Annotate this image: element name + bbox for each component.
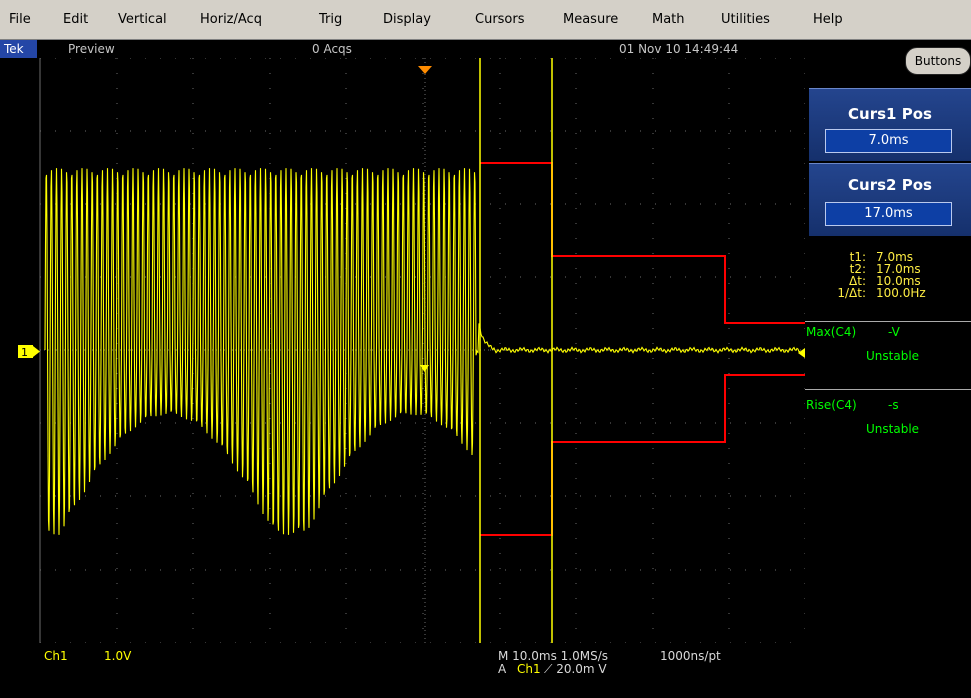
menu-vertical[interactable]: Vertical: [118, 12, 167, 27]
t1-label: t1:: [849, 250, 866, 264]
trigger-level-icon: [420, 365, 429, 372]
menu-bar: File Edit Vertical Horiz/Acq Trig Displa…: [0, 0, 971, 40]
measure-divider-2: [805, 389, 971, 390]
menu-measure[interactable]: Measure: [563, 12, 619, 27]
curs1-pos-field[interactable]: 7.0ms: [825, 129, 952, 153]
menu-help[interactable]: Help: [813, 12, 843, 27]
curs2-title: Curs2 Pos: [848, 176, 932, 194]
bottom-readout-bar: Ch1 1.0V M 10.0ms 1.0MS/s 1000ns/pt A Ch…: [0, 643, 971, 698]
meas2-label[interactable]: Rise(C4): [806, 398, 857, 412]
menu-file[interactable]: File: [9, 12, 31, 27]
meas1-status: Unstable: [866, 349, 920, 363]
trigger-level[interactable]: ⟋ 20.0m V: [544, 662, 607, 676]
delta-t-value: 10.0ms: [876, 274, 921, 288]
datetime: 01 Nov 10 14:49:44: [619, 42, 739, 56]
curs2-pos-field[interactable]: 17.0ms: [825, 202, 952, 226]
meas2-status: Unstable: [866, 422, 920, 436]
mode-label: Preview: [68, 42, 115, 56]
svg-text:1: 1: [21, 346, 28, 359]
right-edge-arrow-icon: [798, 348, 805, 358]
meas1-label[interactable]: Max(C4): [806, 325, 857, 339]
curs2-pos-panel: Curs2 Pos 17.0ms: [809, 163, 971, 236]
upper-limit-line: [480, 162, 805, 324]
tek-logo: Tek: [0, 40, 37, 58]
meas1-value: -V: [888, 325, 900, 339]
curs1-title: Curs1 Pos: [848, 105, 932, 123]
menu-utilities[interactable]: Utilities: [721, 12, 770, 27]
menu-math[interactable]: Math: [652, 12, 685, 27]
ch1-label[interactable]: Ch1: [44, 649, 68, 663]
menu-display[interactable]: Display: [383, 12, 431, 27]
lower-limit-line: [480, 374, 805, 536]
status-bar: Preview 0 Acqs 01 Nov 10 14:49:44: [0, 40, 971, 58]
menu-horiz-acq[interactable]: Horiz/Acq: [200, 12, 262, 27]
menu-trig[interactable]: Trig: [319, 12, 343, 27]
curs1-pos-panel: Curs1 Pos 7.0ms: [809, 88, 971, 161]
acq-count: 0 Acqs: [312, 42, 352, 56]
menu-edit[interactable]: Edit: [63, 12, 89, 27]
trigger-prefix: A: [498, 662, 507, 676]
waveform-display[interactable]: 1: [0, 58, 805, 643]
t2-value: 17.0ms: [876, 262, 921, 276]
t1-value: 7.0ms: [876, 250, 914, 264]
buttons-button[interactable]: Buttons: [905, 47, 971, 75]
measure-divider-1: [805, 321, 971, 322]
trigger-position-icon[interactable]: [418, 66, 432, 74]
delta-t-label: Δt:: [849, 274, 866, 288]
menu-cursors[interactable]: Cursors: [475, 12, 525, 27]
sample-interval: 1000ns/pt: [660, 649, 721, 663]
timebase-readout[interactable]: M 10.0ms 1.0MS/s: [498, 649, 608, 663]
meas2-value: -s: [888, 398, 899, 412]
ch1-trace: [44, 168, 801, 535]
ch1-scale[interactable]: 1.0V: [104, 649, 132, 663]
trigger-source[interactable]: Ch1: [517, 662, 541, 676]
inv-delta-t-value: 100.0Hz: [876, 286, 926, 300]
t2-label: t2:: [849, 262, 866, 276]
ch1-ground-marker[interactable]: 1: [18, 345, 40, 359]
inv-delta-t-label: 1/Δt:: [837, 286, 866, 300]
